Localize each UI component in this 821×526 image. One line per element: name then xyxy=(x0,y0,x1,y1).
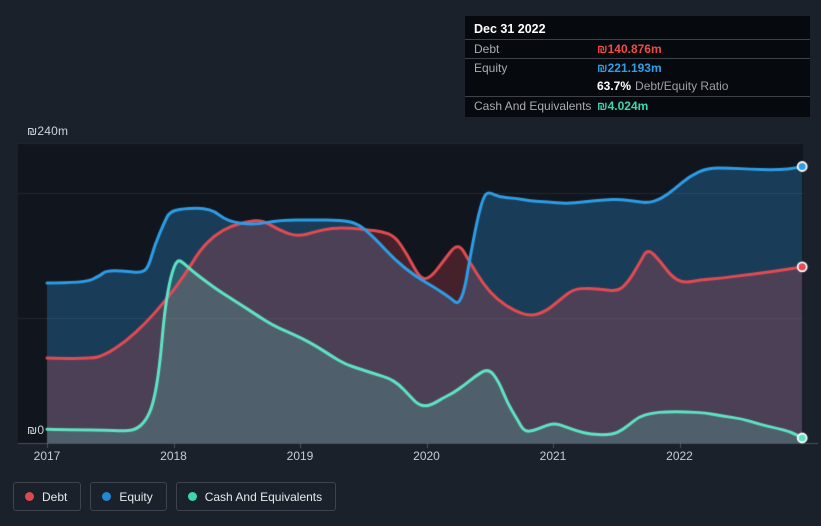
legend-item-cash-and-equivalents[interactable]: Cash And Equivalents xyxy=(175,482,337,511)
tooltip-row-ratio: 63.7% Debt/Equity Ratio xyxy=(465,77,810,96)
x-tick-label: 2019 xyxy=(286,449,314,463)
tooltip-cash-value: ₪4.024m xyxy=(597,99,649,113)
tooltip-row-cash: Cash And Equivalents ₪4.024m xyxy=(465,96,810,115)
tooltip-cash-label: Cash And Equivalents xyxy=(474,99,592,113)
tooltip-row-equity: Equity ₪221.193m xyxy=(465,58,810,77)
tooltip-date: Dec 31 2022 xyxy=(474,22,546,36)
tooltip-ratio-label: Debt/Equity Ratio xyxy=(635,79,729,93)
chart-tooltip: Dec 31 2022 Debt ₪140.876m Equity ₪221.1… xyxy=(465,16,810,117)
chart-legend: Debt Equity Cash And Equivalents xyxy=(13,482,337,511)
tooltip-ratio-value: 63.7% xyxy=(597,79,632,93)
x-tick-label: 2022 xyxy=(666,449,693,463)
legend-item-debt[interactable]: Debt xyxy=(13,482,82,511)
legend-dot-icon xyxy=(187,492,197,501)
legend-dot-icon xyxy=(102,492,112,501)
y-axis-zero-label: ₪0 xyxy=(27,423,45,437)
tooltip-debt-value: ₪140.876m xyxy=(597,42,662,56)
y-axis-max-label: ₪240m xyxy=(27,124,69,138)
legend-item-label: Debt xyxy=(42,489,68,504)
tooltip-equity-label: Equity xyxy=(474,61,508,75)
legend-dot-icon xyxy=(25,492,34,501)
tooltip-row-debt: Debt ₪140.876m xyxy=(465,39,810,58)
legend-item-equity[interactable]: Equity xyxy=(90,482,167,511)
tooltip-equity-value: ₪221.193m xyxy=(597,61,662,75)
tooltip-debt-label: Debt xyxy=(474,42,500,56)
x-tick-label: 2017 xyxy=(33,449,61,463)
x-tick-label: 2020 xyxy=(413,449,440,463)
x-tick-label: 2018 xyxy=(160,449,187,463)
x-tick-label: 2021 xyxy=(539,449,567,463)
legend-item-label: Equity xyxy=(119,489,153,504)
legend-item-label: Cash And Equivalents xyxy=(204,489,323,504)
